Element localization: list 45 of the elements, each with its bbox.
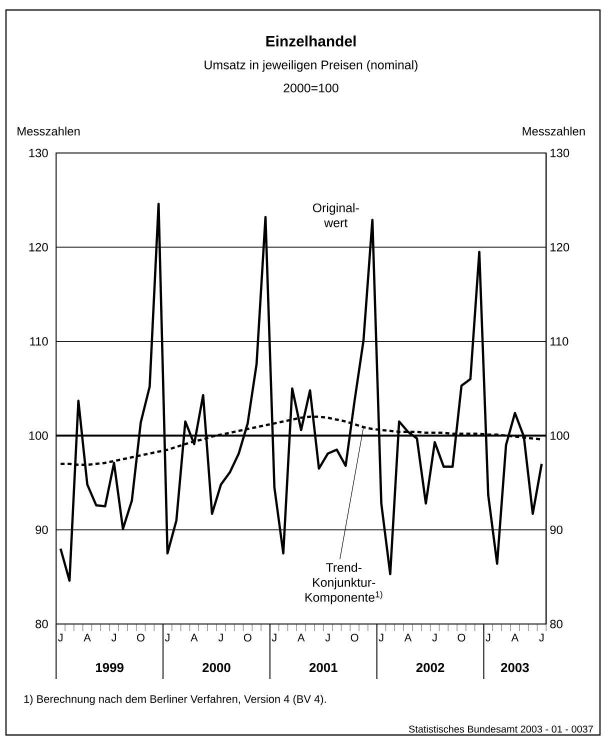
y-axis-title: Messzahlen xyxy=(18,126,80,136)
x-tick-label: J xyxy=(164,634,170,642)
x-tick-label: J xyxy=(272,634,276,642)
x-tick-label: J xyxy=(58,634,62,642)
x-tick-label: O xyxy=(244,634,252,642)
text: 1999 xyxy=(96,662,124,672)
text: Statistisches Bundesamt 2003 - 01 - 0037 xyxy=(408,725,593,733)
x-tick-label: J xyxy=(539,634,544,642)
x-tick-label: A xyxy=(297,634,305,642)
x-tick-label: J xyxy=(111,634,116,642)
y-tick-label: 130 xyxy=(29,148,48,158)
x-tick-label: O xyxy=(137,634,144,642)
x-tick-label: O xyxy=(458,634,466,642)
x-tick-label: A xyxy=(84,634,91,642)
x-tick-label: J xyxy=(486,634,490,642)
x-tick-label: J xyxy=(325,634,330,642)
text: Trend-Konjunktur-Komponente$^{1)}$ xyxy=(305,562,382,604)
text: 2000=100 xyxy=(284,84,338,92)
y2-axis-title: Messzahlen xyxy=(522,126,585,136)
y2-tick-label: 120 xyxy=(550,242,570,252)
y-tick-label: 100 xyxy=(29,431,48,440)
chart-subtitle: Umsatz in jeweiligen Preisen (nominal) xyxy=(204,60,418,72)
x-tick-label: J xyxy=(378,634,384,642)
text: 2000 xyxy=(202,662,230,672)
text: 2003 xyxy=(500,662,529,672)
text: 2001 xyxy=(309,662,338,672)
chart-title: Einzelhandel xyxy=(266,36,356,46)
y2-tick-label: 100 xyxy=(550,431,570,440)
x-tick-label: O xyxy=(350,634,358,642)
y2-tick-label: 90 xyxy=(550,526,562,534)
x-tick-label: J xyxy=(218,634,223,642)
text: 1) Berechnung nach dem Berliner Verfahren, Version 4 (BV 4). xyxy=(24,694,326,706)
y-tick-label: 80 xyxy=(36,620,48,628)
x-tick-label: J xyxy=(432,634,437,642)
y2-tick-label: 80 xyxy=(550,620,562,628)
y2-tick-label: 130 xyxy=(550,148,570,158)
y-tick-label: 110 xyxy=(30,337,48,346)
x-tick-label: A xyxy=(511,634,519,642)
y-tick-label: 120 xyxy=(29,242,48,252)
text: 2002 xyxy=(416,662,444,672)
y2-tick-label: 110 xyxy=(550,337,568,346)
x-tick-label: A xyxy=(404,634,412,642)
series-label: Original-wert xyxy=(312,203,359,228)
x-tick-label: A xyxy=(190,634,198,642)
y-tick-label: 90 xyxy=(36,526,48,534)
